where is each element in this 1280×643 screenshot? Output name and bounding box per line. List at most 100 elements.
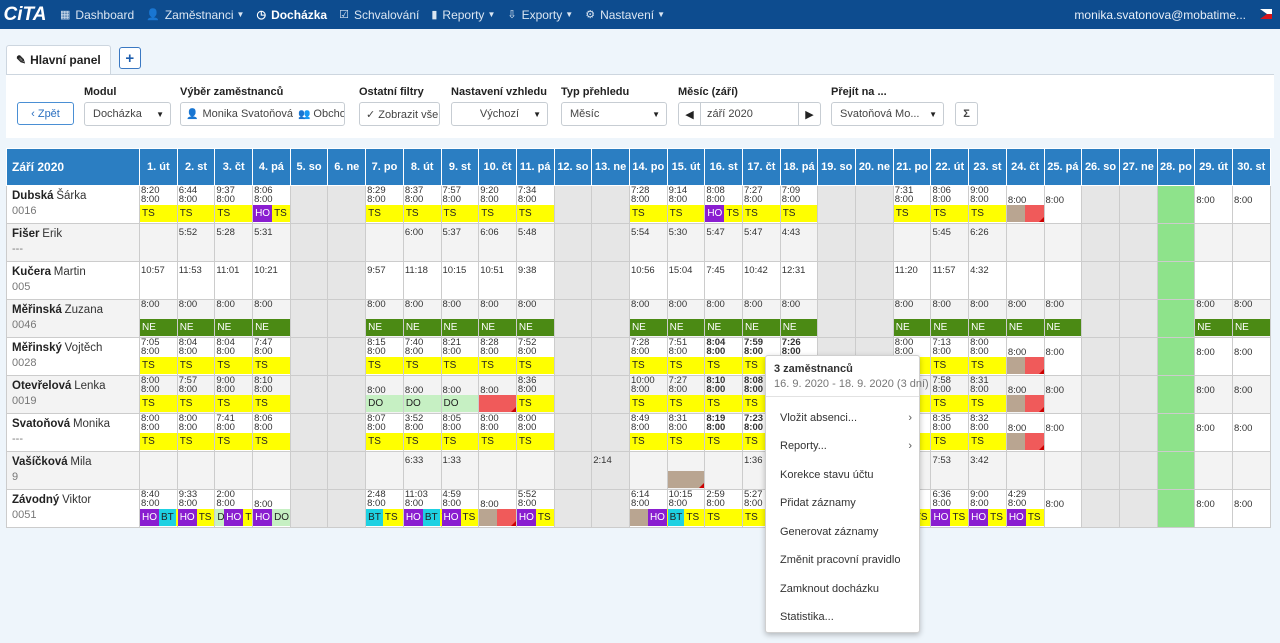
day-cell[interactable]: [289, 489, 329, 528]
day-header[interactable]: 14. po: [628, 148, 668, 186]
day-cell[interactable]: [289, 337, 329, 376]
day-cell[interactable]: 10:15 8:00 BT TS: [666, 489, 706, 528]
day-cell[interactable]: [1156, 375, 1196, 414]
day-cell[interactable]: [1118, 413, 1158, 452]
day-cell[interactable]: 8:49 8:00 TS: [628, 413, 668, 452]
day-cell[interactable]: 2:14: [591, 451, 630, 490]
nav-item-2[interactable]: ◷ Docházka: [250, 0, 333, 29]
day-cell[interactable]: [553, 261, 593, 300]
czech-flag-icon[interactable]: [1260, 9, 1272, 19]
day-header[interactable]: 10. čt: [478, 148, 517, 186]
employee-name-cell[interactable]: Vašíčková Mila 9: [6, 451, 140, 490]
day-cell[interactable]: [289, 451, 329, 490]
day-cell[interactable]: [1156, 299, 1196, 338]
context-menu-item[interactable]: Korekce stavu účtu: [780, 469, 874, 481]
day-cell[interactable]: 8:04 8:00 TS: [176, 337, 216, 376]
day-cell[interactable]: [1043, 223, 1083, 262]
employee-name-cell[interactable]: Otevřelová Lenka 0019: [6, 375, 140, 414]
day-cell[interactable]: 10:15: [440, 261, 480, 300]
day-cell[interactable]: 6:26: [968, 223, 1007, 262]
day-cell[interactable]: [1118, 375, 1158, 414]
day-header[interactable]: 9. st: [440, 148, 480, 186]
day-cell[interactable]: 7:57 8:00 TS: [176, 375, 216, 414]
day-cell[interactable]: [591, 185, 630, 224]
day-cell[interactable]: 8:00: [1194, 185, 1233, 224]
day-cell[interactable]: 15:04: [666, 261, 706, 300]
day-cell[interactable]: 8:00: [478, 375, 517, 414]
day-cell[interactable]: 8:00: [1194, 489, 1233, 528]
day-cell[interactable]: 8:21 8:00 TS: [440, 337, 480, 376]
user-menu[interactable]: monika.svatonova@mobatime...: [1074, 7, 1246, 22]
day-header[interactable]: 22. út: [930, 148, 970, 186]
nav-item-6[interactable]: ⚙ Nastavení ▼: [579, 0, 671, 29]
day-cell[interactable]: [1118, 337, 1158, 376]
employee-name-cell[interactable]: Svatoňová Monika ---: [6, 413, 140, 452]
day-cell[interactable]: 8:31 8:00 TS: [968, 375, 1007, 414]
day-cell[interactable]: [591, 337, 630, 376]
day-cell[interactable]: [553, 299, 593, 338]
day-cell[interactable]: 2:59 8:00 TS: [704, 489, 743, 528]
day-header[interactable]: 30. st: [1231, 148, 1271, 186]
day-cell[interactable]: 7:47 8:00 TS: [252, 337, 291, 376]
day-cell[interactable]: 8:00: [1043, 337, 1083, 376]
day-cell[interactable]: [1156, 261, 1196, 300]
day-cell[interactable]: 9:38: [515, 261, 555, 300]
day-cell[interactable]: 8:00: [1194, 337, 1233, 376]
day-cell[interactable]: 7:58 8:00 TS: [930, 375, 970, 414]
day-cell[interactable]: [817, 261, 857, 300]
day-cell[interactable]: 8:00 NE: [214, 299, 254, 338]
day-cell[interactable]: 9:20 8:00 TS: [478, 185, 517, 224]
module-select[interactable]: Docházka ▼: [84, 102, 171, 126]
day-cell[interactable]: 7:41 8:00 TS: [214, 413, 254, 452]
day-cell[interactable]: 8:00 DO: [402, 375, 442, 414]
day-cell[interactable]: 8:00 NE: [666, 299, 706, 338]
day-header[interactable]: 8. út: [402, 148, 442, 186]
day-cell[interactable]: [1156, 413, 1196, 452]
context-menu-item[interactable]: Reporty...: [780, 440, 827, 452]
day-cell[interactable]: 5:52: [176, 223, 216, 262]
cita-logo[interactable]: CiTA: [3, 3, 47, 25]
day-cell[interactable]: 8:00 NE: [440, 299, 480, 338]
day-cell[interactable]: [1156, 451, 1196, 490]
day-cell[interactable]: 10:42: [742, 261, 781, 300]
day-cell[interactable]: 12:31: [779, 261, 819, 300]
day-cell[interactable]: [327, 299, 367, 338]
day-cell[interactable]: 8:00 DO: [365, 375, 404, 414]
day-cell[interactable]: 8:00 NE: [892, 299, 932, 338]
day-cell[interactable]: [892, 223, 932, 262]
day-cell[interactable]: [515, 451, 555, 490]
context-menu-item[interactable]: Statistika...: [780, 611, 834, 623]
day-cell[interactable]: [327, 451, 367, 490]
day-cell[interactable]: 8:00: [1231, 185, 1271, 224]
day-cell[interactable]: [1156, 489, 1196, 528]
day-cell[interactable]: 8:00: [1231, 337, 1271, 376]
day-cell[interactable]: [1081, 489, 1120, 528]
day-cell[interactable]: [553, 451, 593, 490]
day-cell[interactable]: [1081, 413, 1120, 452]
day-cell[interactable]: 7:57 8:00 TS: [440, 185, 480, 224]
day-cell[interactable]: 8:00: [1005, 185, 1045, 224]
nav-item-5[interactable]: ⇩ Exporty ▼: [501, 0, 579, 29]
day-cell[interactable]: 5:54: [628, 223, 668, 262]
day-cell[interactable]: 7:27 8:00 TS: [666, 375, 706, 414]
day-cell[interactable]: 8:00 NE: [779, 299, 819, 338]
day-header[interactable]: 21. po: [892, 148, 932, 186]
day-cell[interactable]: 9:14 8:00 TS: [666, 185, 706, 224]
day-cell[interactable]: [1005, 261, 1045, 300]
day-cell[interactable]: 11:53: [176, 261, 216, 300]
day-cell[interactable]: 8:15 8:00 TS: [365, 337, 404, 376]
day-header[interactable]: 11. pá: [515, 148, 555, 186]
day-header[interactable]: 4. pá: [252, 148, 291, 186]
day-cell[interactable]: 10:57: [139, 261, 178, 300]
day-cell[interactable]: [591, 413, 630, 452]
day-cell[interactable]: [365, 451, 404, 490]
day-cell[interactable]: [1081, 337, 1120, 376]
day-cell[interactable]: 11:18: [402, 261, 442, 300]
day-cell[interactable]: 11:01: [214, 261, 254, 300]
day-cell[interactable]: 8:36 8:00 TS: [515, 375, 555, 414]
day-cell[interactable]: [1005, 451, 1045, 490]
day-cell[interactable]: 5:47: [742, 223, 781, 262]
